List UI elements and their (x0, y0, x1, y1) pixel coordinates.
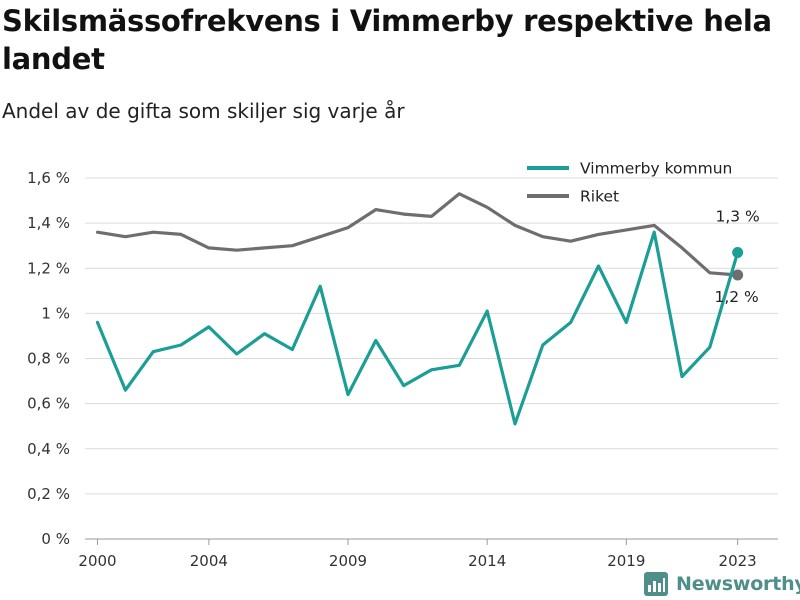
y-tick-label: 1 % (41, 304, 70, 322)
x-tick-label: 2000 (78, 552, 116, 570)
end-point-vimmerby-kommun (732, 246, 744, 258)
x-tick-label: 2019 (607, 552, 645, 570)
brand-name: Newsworthy (676, 573, 800, 595)
x-tick-label: 2023 (719, 552, 757, 570)
x-axis: 2000 2004 2009 2014 2019 2023 (78, 539, 757, 570)
series-line-vimmerby-kommun (95, 230, 740, 426)
x-tick-label: 2014 (468, 552, 506, 570)
y-tick-label: 0,8 % (27, 350, 70, 368)
chart-subtitle: Andel av de gifta som skiljer sig varje … (2, 99, 405, 123)
legend-label: Riket (580, 188, 619, 206)
chart-title: Skilsmässofrekvens i Vimmerby respektive… (2, 4, 772, 76)
end-labels: 1,3 % 1,2 % (714, 207, 759, 306)
y-tick-label: 0,2 % (27, 485, 70, 503)
legend-label: Vimmerby kommun (580, 160, 732, 178)
x-tick-label: 2009 (329, 552, 367, 570)
series-line-riket (95, 192, 740, 277)
x-tick-label: 2004 (190, 552, 228, 570)
y-tick-label: 0,4 % (27, 440, 70, 458)
end-label-vimmerby: 1,3 % (715, 207, 759, 225)
end-point-riket (732, 269, 744, 281)
y-tick-label: 1,2 % (27, 259, 70, 277)
y-tick-label: 1,6 % (27, 169, 70, 187)
y-tick-label: 1,4 % (27, 214, 70, 232)
series-lines (95, 192, 744, 426)
newsworthy-logo: Newsworthy (644, 569, 800, 599)
end-label-riket: 1,2 % (714, 288, 758, 306)
legend: Vimmerby kommun Riket (527, 160, 732, 206)
gridlines (85, 177, 778, 540)
y-tick-label: 0 % (41, 530, 70, 548)
y-axis: 0 % 0,2 % 0,4 % 0,6 % 0,8 % 1 % 1,2 % 1,4 % 1,6 … (27, 169, 70, 548)
y-tick-label: 0,6 % (27, 395, 70, 413)
bar-chart-logo-icon (644, 572, 668, 596)
